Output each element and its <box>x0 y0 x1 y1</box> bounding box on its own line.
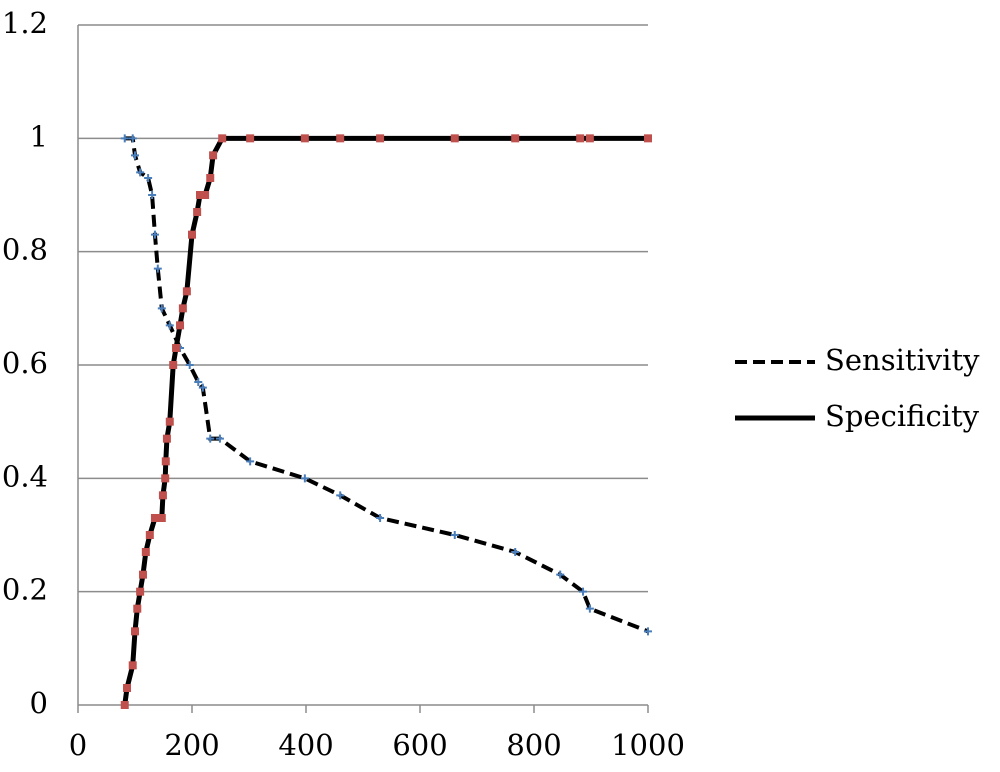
point-marker <box>120 701 129 709</box>
point-marker <box>576 134 585 143</box>
point-marker <box>148 191 157 199</box>
point-marker <box>161 457 170 466</box>
x-tick-label: 600 <box>392 728 447 762</box>
point-marker <box>450 531 459 539</box>
legend-label: Specificity <box>825 399 980 433</box>
y-tick-label: 0.2 <box>2 573 48 607</box>
point-marker <box>136 587 145 596</box>
y-tick-label: 0.4 <box>2 459 48 493</box>
x-tick-label: 200 <box>164 728 219 762</box>
y-tick-label: 1.2 <box>2 6 48 40</box>
point-marker <box>157 304 166 313</box>
y-tick-label: 1 <box>30 119 48 153</box>
point-marker <box>165 321 174 330</box>
point-marker <box>178 304 187 313</box>
series-line <box>122 135 648 706</box>
point-marker <box>136 168 145 177</box>
x-tick-label: 0 <box>69 728 87 762</box>
point-marker <box>206 434 215 443</box>
point-marker <box>644 627 652 636</box>
point-marker <box>176 321 185 330</box>
point-marker <box>336 134 345 143</box>
point-marker <box>131 627 139 636</box>
point-marker <box>182 287 191 296</box>
point-marker <box>585 604 594 613</box>
point-marker <box>153 264 162 273</box>
point-marker <box>150 514 159 522</box>
point-marker <box>185 361 194 369</box>
point-marker <box>138 570 147 579</box>
point-marker <box>128 661 137 670</box>
point-marker <box>145 531 154 539</box>
point-marker <box>376 134 385 143</box>
point-marker <box>133 604 142 613</box>
point-marker <box>144 174 153 182</box>
point-marker <box>511 134 520 143</box>
y-tick-label: 0.6 <box>2 346 48 380</box>
point-marker <box>198 383 207 392</box>
point-marker <box>300 474 309 483</box>
point-marker <box>193 208 202 216</box>
y-tick-label: 0.8 <box>2 233 48 267</box>
point-marker <box>157 514 166 522</box>
point-marker <box>585 134 594 143</box>
point-marker <box>161 474 170 483</box>
point-marker <box>336 491 345 500</box>
x-tick-label: 1000 <box>611 728 685 762</box>
point-marker <box>128 134 137 143</box>
point-marker <box>215 434 224 443</box>
point-marker <box>123 684 132 692</box>
point-marker <box>188 230 196 239</box>
point-marker <box>450 134 459 143</box>
point-marker <box>172 344 181 352</box>
point-marker <box>150 230 159 239</box>
point-marker <box>246 457 255 466</box>
point-marker <box>209 151 218 160</box>
point-marker <box>644 134 652 143</box>
point-marker <box>556 570 565 579</box>
y-tick-label: 0 <box>30 686 48 720</box>
point-marker <box>246 134 255 143</box>
point-marker <box>376 514 385 522</box>
point-marker <box>169 361 178 369</box>
point-marker <box>158 491 167 500</box>
point-marker <box>194 378 203 386</box>
point-marker <box>141 548 150 556</box>
point-marker <box>206 174 215 182</box>
legend-label: Sensitivity <box>825 343 980 377</box>
x-tick-label: 400 <box>278 728 333 762</box>
point-marker <box>131 151 139 160</box>
point-marker <box>300 134 309 143</box>
x-tick-label: 800 <box>506 728 561 762</box>
point-marker <box>218 134 227 143</box>
point-marker <box>511 548 520 556</box>
point-marker <box>579 587 588 596</box>
point-marker <box>162 434 171 443</box>
point-marker <box>120 134 129 143</box>
point-marker <box>165 417 174 426</box>
point-marker <box>201 191 210 199</box>
